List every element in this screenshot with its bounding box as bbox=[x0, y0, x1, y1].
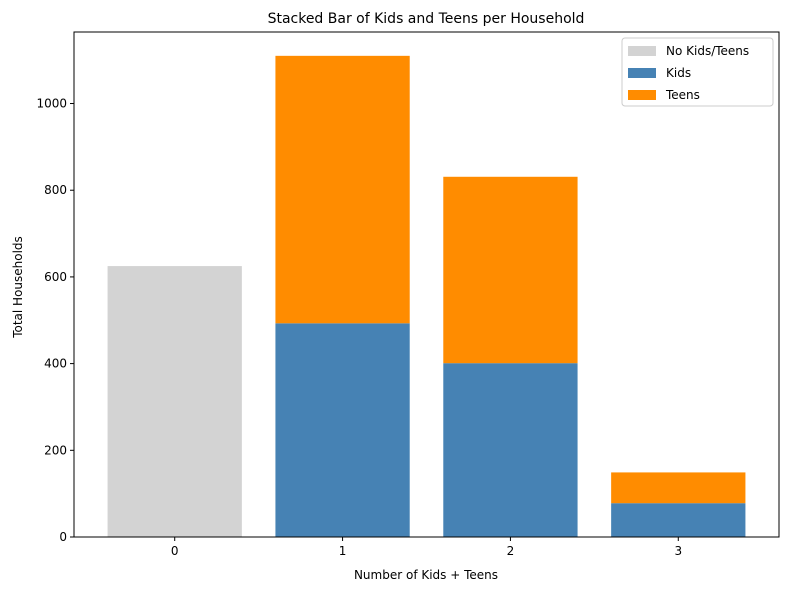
bar-teens-2 bbox=[443, 176, 578, 364]
bar-kids-2 bbox=[443, 363, 578, 537]
y-axis-label: Total Households bbox=[11, 236, 25, 339]
bar-kids-1 bbox=[275, 323, 410, 537]
y-tick-label: 0 bbox=[59, 530, 67, 544]
legend-label-teens: Teens bbox=[665, 88, 700, 102]
legend-swatch-kids bbox=[628, 68, 656, 78]
bars-group bbox=[107, 55, 746, 537]
legend-swatch-no-kids-teens bbox=[628, 46, 656, 56]
legend: No Kids/Teens Kids Teens bbox=[621, 37, 774, 107]
y-tick-label: 800 bbox=[44, 183, 67, 197]
x-tick-label: 2 bbox=[507, 544, 515, 558]
y-tick-label: 400 bbox=[44, 357, 67, 371]
x-tick-label: 1 bbox=[339, 544, 347, 558]
plot-frame bbox=[73, 31, 780, 538]
legend-swatch-teens bbox=[628, 90, 656, 100]
bar-teens-3 bbox=[611, 472, 746, 504]
y-tick-label: 1000 bbox=[36, 97, 67, 111]
x-tick-label: 0 bbox=[171, 544, 179, 558]
bar-kids-3 bbox=[611, 503, 746, 537]
legend-label-kids: Kids bbox=[666, 66, 691, 80]
axes-group: 0 200 400 600 800 1000 0 1 2 3 bbox=[36, 31, 780, 558]
y-tick-label: 200 bbox=[44, 443, 67, 457]
legend-box bbox=[621, 37, 774, 107]
legend-label-no-kids-teens: No Kids/Teens bbox=[666, 44, 749, 58]
x-axis-label: Number of Kids + Teens bbox=[354, 568, 498, 582]
bar-no-kids-teens-0 bbox=[107, 266, 242, 537]
x-tick-label: 3 bbox=[674, 544, 682, 558]
chart-title: Stacked Bar of Kids and Teens per Househ… bbox=[268, 11, 585, 27]
y-tick-label: 600 bbox=[44, 270, 67, 284]
bar-teens-1 bbox=[275, 55, 410, 324]
